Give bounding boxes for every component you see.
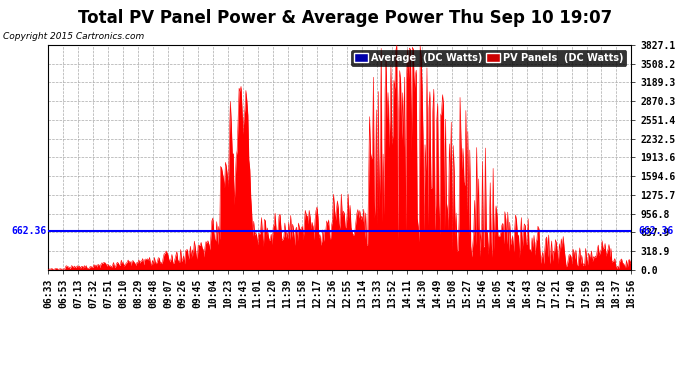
Text: Copyright 2015 Cartronics.com: Copyright 2015 Cartronics.com (3, 32, 145, 41)
Text: 662.36: 662.36 (11, 226, 46, 236)
Text: Total PV Panel Power & Average Power Thu Sep 10 19:07: Total PV Panel Power & Average Power Thu… (78, 9, 612, 27)
Legend: Average  (DC Watts), PV Panels  (DC Watts): Average (DC Watts), PV Panels (DC Watts) (351, 50, 627, 66)
Text: 662.36: 662.36 (638, 226, 673, 236)
